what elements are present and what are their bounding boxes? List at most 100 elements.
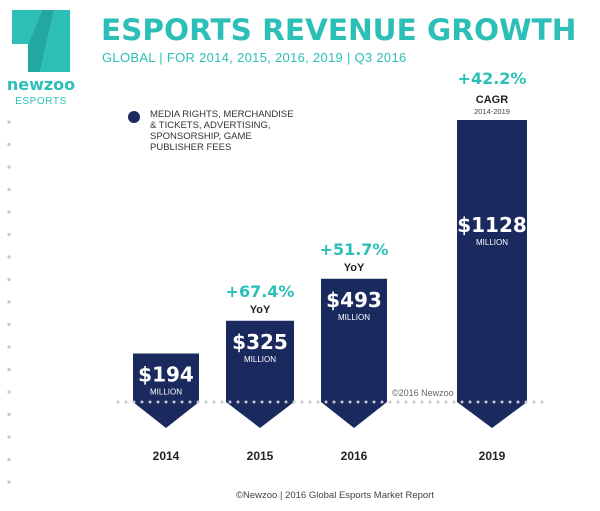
brand-sub: ESPORTS: [15, 96, 67, 107]
bar-2019: [457, 120, 527, 428]
dot: [7, 457, 11, 462]
dot: [540, 400, 544, 404]
bar-unit-label: MILLION: [476, 238, 508, 247]
dot: [7, 142, 11, 147]
dot: [420, 400, 424, 404]
dot: [7, 412, 11, 417]
dot: [404, 400, 408, 404]
dot: [428, 400, 432, 404]
newzoo-logo-mark: [12, 10, 70, 72]
bar-unit-label: MILLION: [150, 388, 182, 397]
dot: [7, 480, 11, 484]
category-label: 2015: [247, 449, 274, 463]
dot: [196, 400, 200, 404]
bar-unit-label: MILLION: [338, 313, 370, 322]
dot: [172, 400, 176, 404]
newzoo-logo: newzoo ESPORTS: [7, 10, 75, 107]
dot: [220, 400, 224, 404]
dot: [444, 400, 448, 404]
dot: [476, 400, 480, 404]
source-note: ©Newzoo | 2016 Global Esports Market Rep…: [236, 490, 434, 501]
dot: [284, 400, 288, 404]
dot: [500, 400, 504, 404]
dot: [260, 400, 264, 404]
dot: [132, 400, 136, 404]
dot: [372, 400, 376, 404]
dot: [380, 400, 384, 404]
dot: [316, 400, 320, 404]
dot: [7, 390, 11, 394]
dot: [7, 277, 11, 282]
dot: [7, 322, 11, 327]
dot: [7, 255, 11, 259]
dot: [180, 400, 184, 404]
dot: [532, 400, 536, 404]
legend-line: SPONSORSHIP, GAME: [150, 131, 252, 142]
dot: [468, 400, 472, 404]
category-label: 2014: [153, 449, 180, 463]
bar-value-label: $194: [138, 363, 194, 387]
growth-label: YoY: [250, 304, 271, 316]
legend-line: MEDIA RIGHTS, MERCHANDISE: [150, 109, 294, 120]
dot: [7, 187, 11, 192]
dot: [300, 400, 304, 404]
dot: [460, 400, 464, 404]
bar-value-label: $1128: [457, 213, 527, 237]
dot: [236, 400, 240, 404]
dot: [364, 400, 368, 404]
growth-sublabel: 2014-2019: [474, 107, 510, 116]
dot: [7, 367, 11, 372]
dot: [124, 400, 128, 404]
dot: [7, 210, 11, 214]
bar-2014: [133, 353, 199, 428]
category-label: 2019: [479, 449, 506, 463]
dot: [7, 165, 11, 169]
dot: [348, 400, 352, 404]
dot: [516, 400, 520, 404]
dot: [452, 400, 456, 404]
dot: [484, 400, 488, 404]
brand-name: newzoo: [7, 75, 75, 94]
bar-value-label: $325: [232, 330, 288, 354]
legend-swatch: [128, 111, 140, 123]
growth-label: CAGR: [476, 94, 508, 106]
bar-value-label: $493: [326, 288, 382, 312]
dot: [276, 400, 280, 404]
dot: [212, 400, 216, 404]
baseline-dotted-line: [116, 400, 544, 404]
dot: [228, 400, 232, 404]
dot: [268, 400, 272, 404]
dot: [332, 400, 336, 404]
chart-title: ESPORTS REVENUE GROWTH: [101, 13, 576, 47]
category-label: 2016: [341, 449, 368, 463]
dot: [388, 400, 392, 404]
dot: [148, 400, 152, 404]
dot: [492, 400, 496, 404]
legend: MEDIA RIGHTS, MERCHANDISE & TICKETS, ADV…: [128, 109, 294, 153]
growth-value: +67.4%: [226, 282, 295, 301]
growth-label: YoY: [344, 262, 365, 274]
dot: [7, 300, 11, 304]
dot: [7, 120, 11, 124]
dot: [204, 400, 208, 404]
bar-2016: [321, 278, 387, 428]
dot: [156, 400, 160, 404]
legend-line: & TICKETS, ADVERTISING,: [150, 120, 271, 131]
dot: [7, 435, 11, 439]
dot: [164, 400, 168, 404]
bar-unit-label: MILLION: [244, 355, 276, 364]
dot: [356, 400, 360, 404]
watermark: ©2016 Newzoo: [392, 388, 454, 398]
dot: [140, 400, 144, 404]
dot: [244, 400, 248, 404]
dot: [340, 400, 344, 404]
left-dotted-column: [7, 120, 11, 484]
dot: [396, 400, 400, 404]
dot: [308, 400, 312, 404]
dot: [436, 400, 440, 404]
growth-value: +51.7%: [320, 240, 389, 259]
dot: [292, 400, 296, 404]
growth-value: +42.2%: [458, 69, 527, 88]
